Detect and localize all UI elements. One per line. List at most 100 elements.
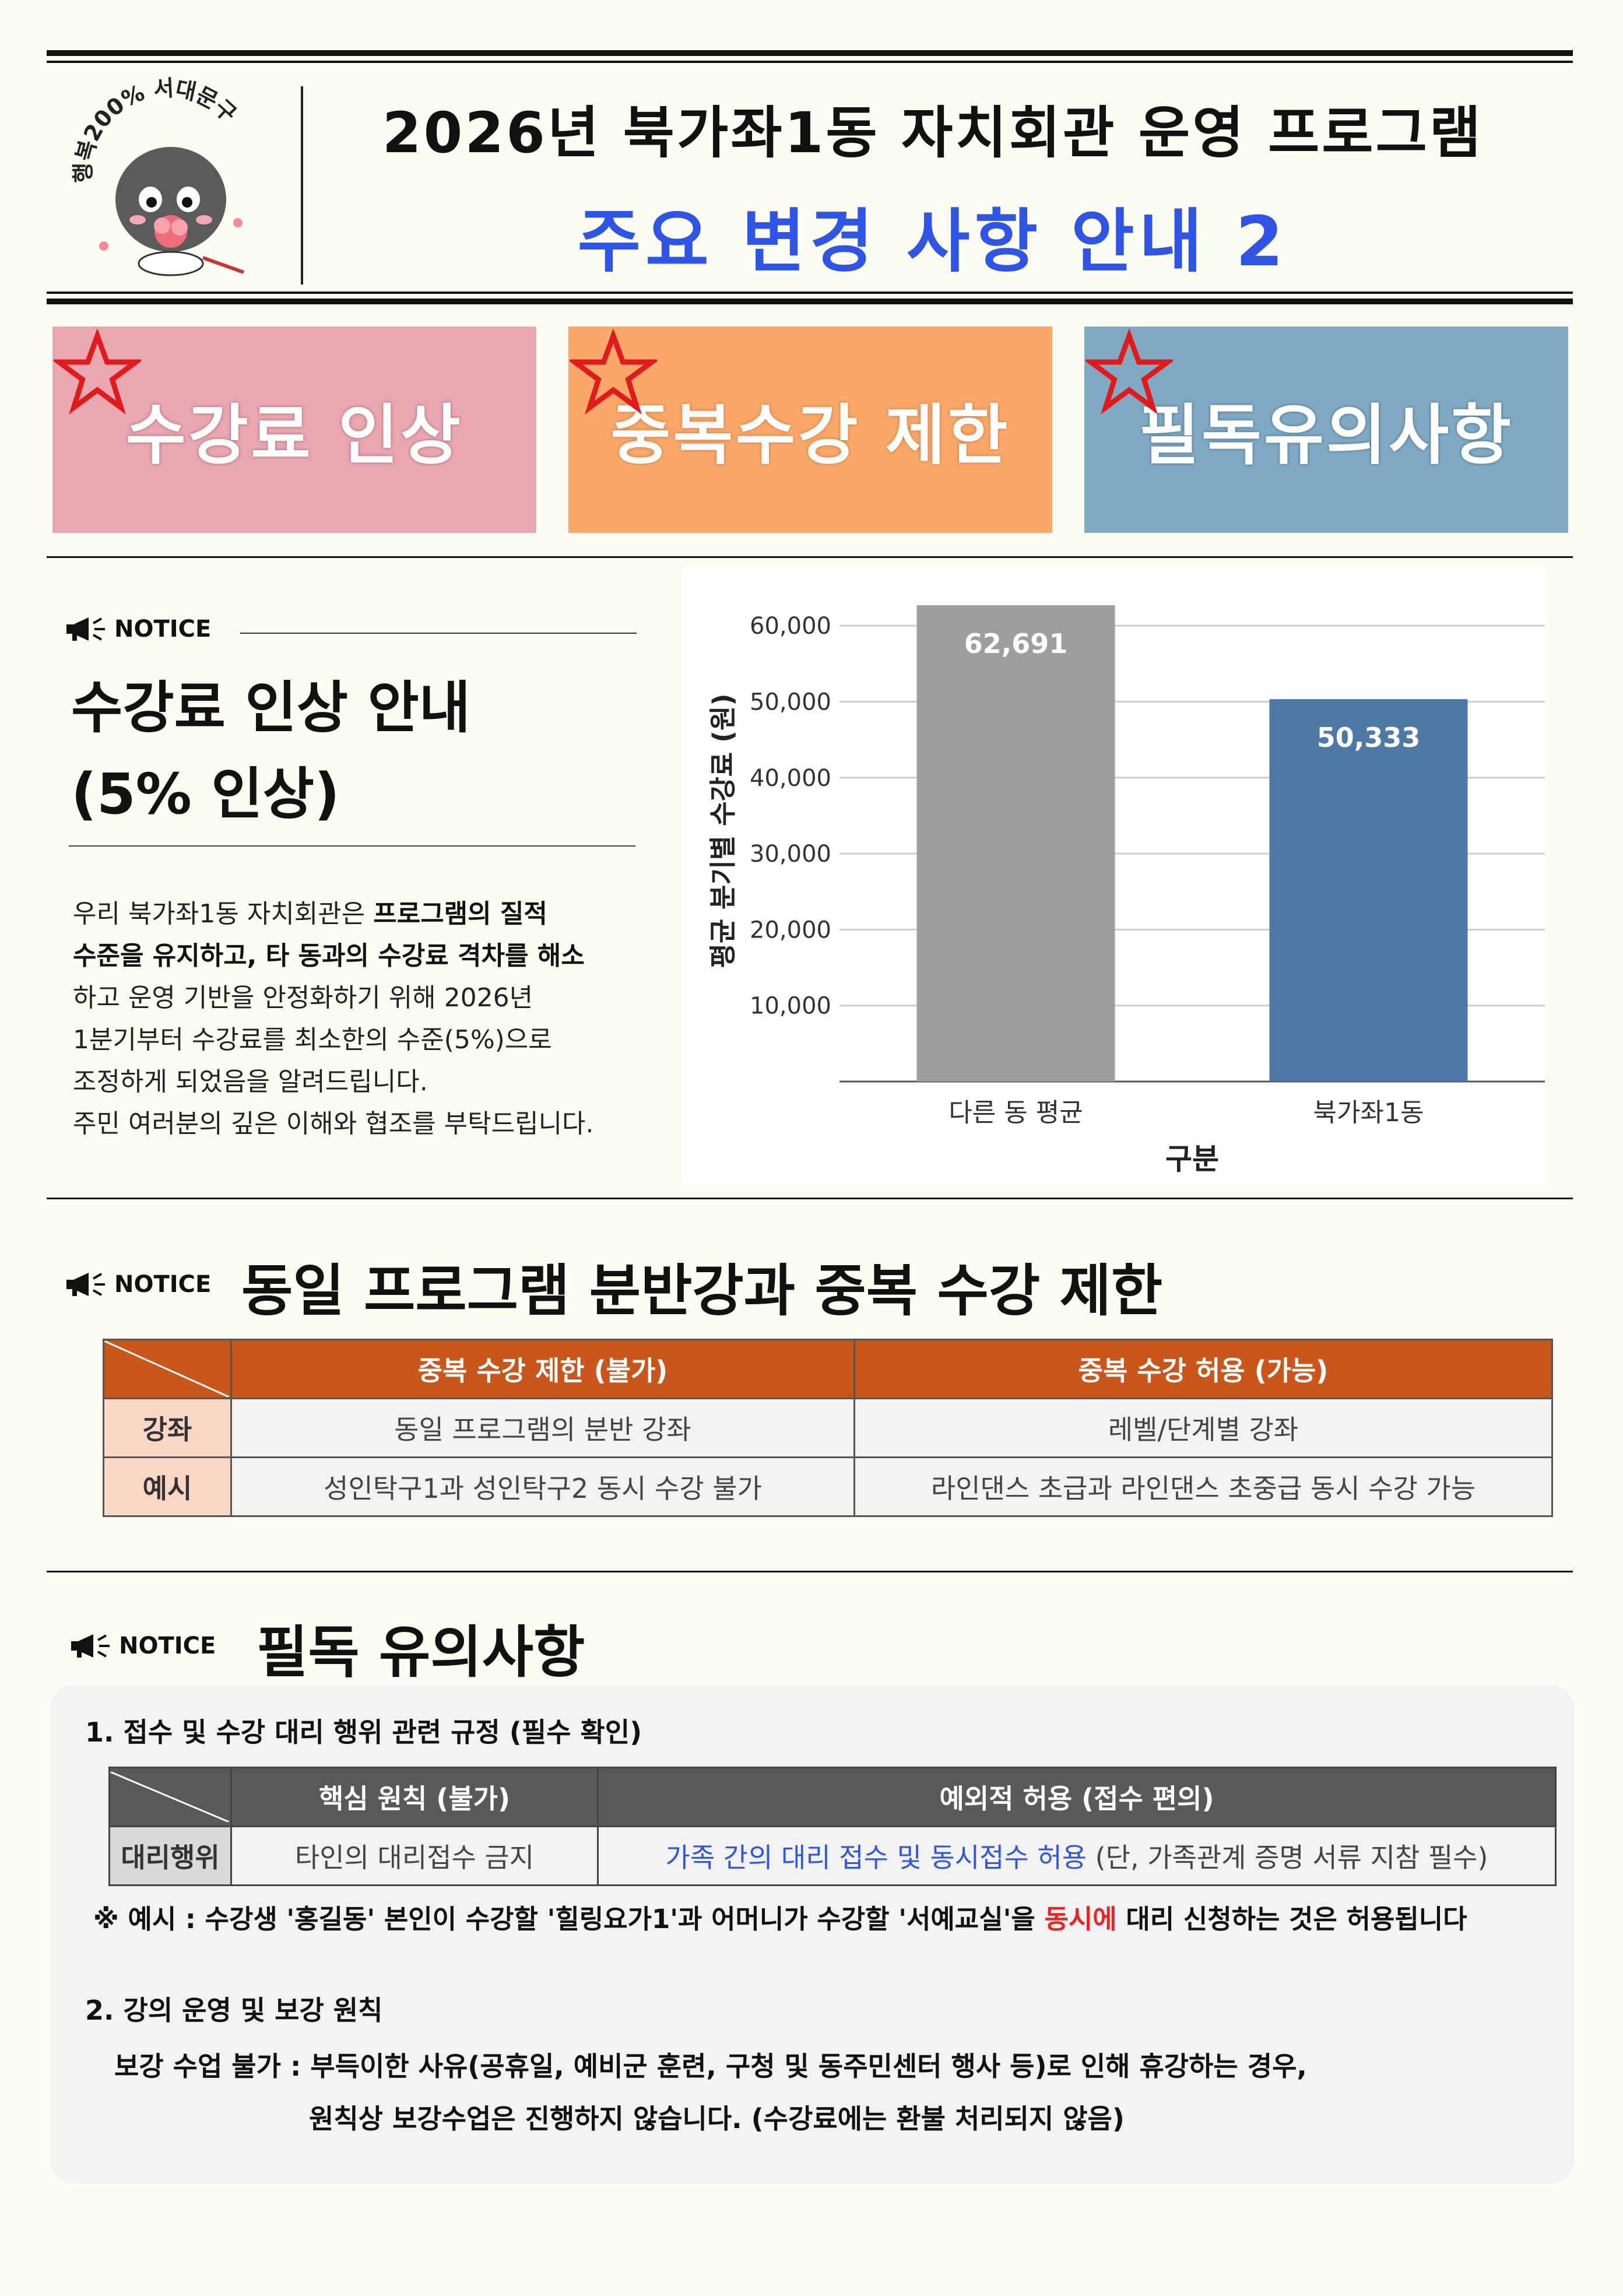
fee-comparison-chart: 10,000 20,000 30,000 40,000 50,000 60,000 62,6… (682, 568, 1546, 1184)
table-cell: 레벨/단계별 강좌 (853, 1398, 1553, 1458)
bar (1269, 699, 1468, 1082)
para-line: 수준을 유지하고, 타 동과의 수강료 격차를 해소 (73, 935, 656, 977)
star-icon (1085, 329, 1173, 415)
fee-title: 수강료 인상 안내 (5% 인상) (71, 665, 470, 837)
table-header-row: 핵심 원칙 (불가) 예외적 허용 (접수 편의) (108, 1767, 1557, 1827)
star-icon (570, 329, 657, 415)
bar (916, 605, 1115, 1082)
section-divider (47, 556, 1573, 558)
col-header: 예외적 허용 (접수 편의) (597, 1767, 1557, 1827)
fee-title-line2: (5% 인상) (71, 761, 340, 827)
data-label: 50,333 (1317, 722, 1421, 753)
para-line: 우리 북가좌1동 자치회관은 프로그램의 질적 (73, 893, 656, 935)
x-axis-label: 구분 (1165, 1142, 1219, 1176)
table-header-row: 중복 수강 제한 (불가) 중복 수강 허용 (가능) (103, 1339, 1553, 1399)
para-line: 주민 여러분의 깊은 이해와 협조를 부탁드립니다. (73, 1103, 656, 1145)
example-highlight: 동시에 (1044, 1904, 1117, 1935)
proxy-example: ※ 예시 : 수강생 '홍길동' 본인이 수강할 '힐링요가1'과 어머니가 수… (93, 1898, 1467, 1936)
para-bold: 수준을 유지하고, 타 동과의 수강료 격차를 해소 (73, 941, 585, 971)
proxy-table: 핵심 원칙 (불가) 예외적 허용 (접수 편의) 대리행위 타인의 대리접수 … (108, 1767, 1557, 1886)
notice-text: NOTICE (114, 616, 212, 643)
diagonal-line (104, 1341, 229, 1397)
page-title: 2026년 북가좌1동 자치회관 운영 프로그램 (382, 100, 1484, 166)
fee-paragraph: 우리 북가좌1동 자치회관은 프로그램의 질적 수준을 유지하고, 타 동과의 … (73, 893, 656, 1145)
y-tick-label: 10,000 (750, 993, 831, 1020)
rule-2-title: 2. 강의 운영 및 보강 원칙 (85, 1995, 383, 2026)
megaphone-icon (66, 1273, 105, 1296)
notice-label: NOTICE (64, 616, 211, 643)
notice-label: NOTICE (69, 1633, 216, 1659)
table-cell: 라인댄스 초급과 라인댄스 초중급 동시 수강 가능 (853, 1456, 1553, 1517)
exception-note: (단, 가족관계 증명 서류 지참 필수) (1087, 1842, 1488, 1873)
table-cell: 가족 간의 대리 접수 및 동시접수 허용 (단, 가족관계 증명 서류 지참 … (597, 1825, 1557, 1886)
x-tick-label: 북가좌1동 (1313, 1098, 1424, 1128)
notice-line (240, 633, 637, 634)
col-header: 중복 수강 제한 (불가) (230, 1339, 855, 1399)
banner-label: 중복수강 제한 (610, 398, 1010, 473)
page-subtitle: 주요 변경 사항 안내 2 (577, 201, 1288, 282)
row-header: 강좌 (103, 1398, 232, 1458)
duplicate-title: 동일 프로그램 분반강과 중복 수강 제한 (241, 1258, 1163, 1323)
table-row: 강좌 동일 프로그램의 분반 강좌 레벨/단계별 강좌 (103, 1398, 1553, 1458)
exception-highlight: 가족 간의 대리 접수 및 동시접수 허용 (665, 1842, 1087, 1873)
header-top-rule (47, 50, 1573, 56)
table-cell: 동일 프로그램의 분반 강좌 (230, 1398, 855, 1458)
y-axis-label: 평균 분기별 수강료 (원) (707, 694, 739, 968)
rule-1-title: 1. 접수 및 수강 대리 행위 관련 규정 (필수 확인) (85, 1716, 642, 1748)
para-line: 1분기부터 수강료를 최소한의 수준(5%)으로 (73, 1019, 656, 1061)
para-line: 조정하게 되었음을 알려드립니다. (73, 1061, 656, 1103)
notice-text: NOTICE (114, 1271, 212, 1298)
district-mascot-logo: 행복200% 서대문구 (69, 71, 267, 287)
megaphone-icon (71, 1634, 110, 1658)
section-divider (47, 1571, 1573, 1572)
col-header: 핵심 원칙 (불가) (230, 1767, 599, 1827)
header-top-rule-thin (47, 61, 1573, 63)
y-tick-label: 40,000 (750, 765, 831, 792)
para-text: 주민 여러분의 깊은 이해와 협조를 부탁드립니다. (73, 1109, 594, 1139)
row-header: 예시 (103, 1456, 232, 1517)
table-corner (103, 1339, 232, 1399)
rule-2-line2: 원칙상 보강수업은 진행하지 않습니다. (수강료에는 환불 처리되지 않음) (309, 2103, 1125, 2134)
banner-label: 필독유의사항 (1139, 398, 1514, 473)
para-text: 우리 북가좌1동 자치회관은 (73, 899, 374, 929)
fee-title-line1: 수강료 인상 안내 (71, 675, 471, 740)
para-bold: 프로그램의 질적 (373, 899, 547, 929)
section-divider (47, 1198, 1573, 1199)
diagonal-line (110, 1772, 229, 1822)
y-tick-label: 60,000 (750, 613, 831, 640)
rules-title: 필독 유의사항 (257, 1620, 585, 1685)
table-row: 대리행위 타인의 대리접수 금지 가족 간의 대리 접수 및 동시접수 허용 (… (108, 1825, 1557, 1886)
para-line: 하고 운영 기반을 안정화하기 위해 2026년 (73, 977, 656, 1019)
header-bottom-rule-thin (47, 292, 1573, 294)
banner-must-read: 필독유의사항 (1084, 327, 1568, 533)
y-tick-label: 50,000 (750, 689, 831, 715)
example-text: ※ 예시 : 수강생 '홍길동' 본인이 수강할 '힐링요가1'과 어머니가 수… (93, 1904, 1045, 1935)
y-tick-label: 20,000 (750, 917, 831, 943)
x-tick-label: 다른 동 평균 (948, 1098, 1083, 1128)
table-corner (108, 1767, 232, 1827)
y-tick-label: 30,000 (750, 841, 831, 868)
rule-2-line1: 보강 수업 불가 : 부득이한 사유(공휴일, 예비군 훈련, 구청 및 동주민… (114, 2051, 1307, 2082)
para-text: 조정하게 되었음을 알려드립니다. (73, 1067, 428, 1097)
banner-fee-increase: 수강료 인상 (52, 327, 536, 533)
duplicate-table: 중복 수강 제한 (불가) 중복 수강 허용 (가능) 강좌 동일 프로그램의 … (103, 1339, 1553, 1517)
para-text: 하고 운영 기반을 안정화하기 위해 2026년 (73, 983, 533, 1013)
notice-label: NOTICE (64, 1271, 211, 1298)
col-header: 중복 수강 허용 (가능) (853, 1339, 1553, 1399)
banner-duplicate-limit: 중복수강 제한 (568, 327, 1052, 533)
table-cell: 타인의 대리접수 금지 (230, 1825, 599, 1886)
table-row: 예시 성인탁구1과 성인탁구2 동시 수강 불가 라인댄스 초급과 라인댄스 초… (103, 1456, 1553, 1517)
header-divider (301, 86, 303, 285)
example-text: 대리 신청하는 것은 허용됩니다 (1116, 1904, 1467, 1935)
star-icon (54, 329, 141, 415)
chart-svg: 10,000 20,000 30,000 40,000 50,000 60,000 62,6… (707, 605, 1545, 1176)
row-header: 대리행위 (108, 1825, 232, 1886)
fee-title-underline (69, 845, 635, 847)
notice-text: NOTICE (119, 1633, 216, 1659)
header-bottom-rule (47, 299, 1573, 304)
data-label: 62,691 (964, 628, 1068, 659)
para-text: 1분기부터 수강료를 최소한의 수준(5%)으로 (73, 1025, 552, 1055)
megaphone-icon (66, 617, 105, 641)
table-cell: 성인탁구1과 성인탁구2 동시 수강 불가 (230, 1456, 855, 1517)
banner-label: 수강료 인상 (125, 398, 463, 473)
